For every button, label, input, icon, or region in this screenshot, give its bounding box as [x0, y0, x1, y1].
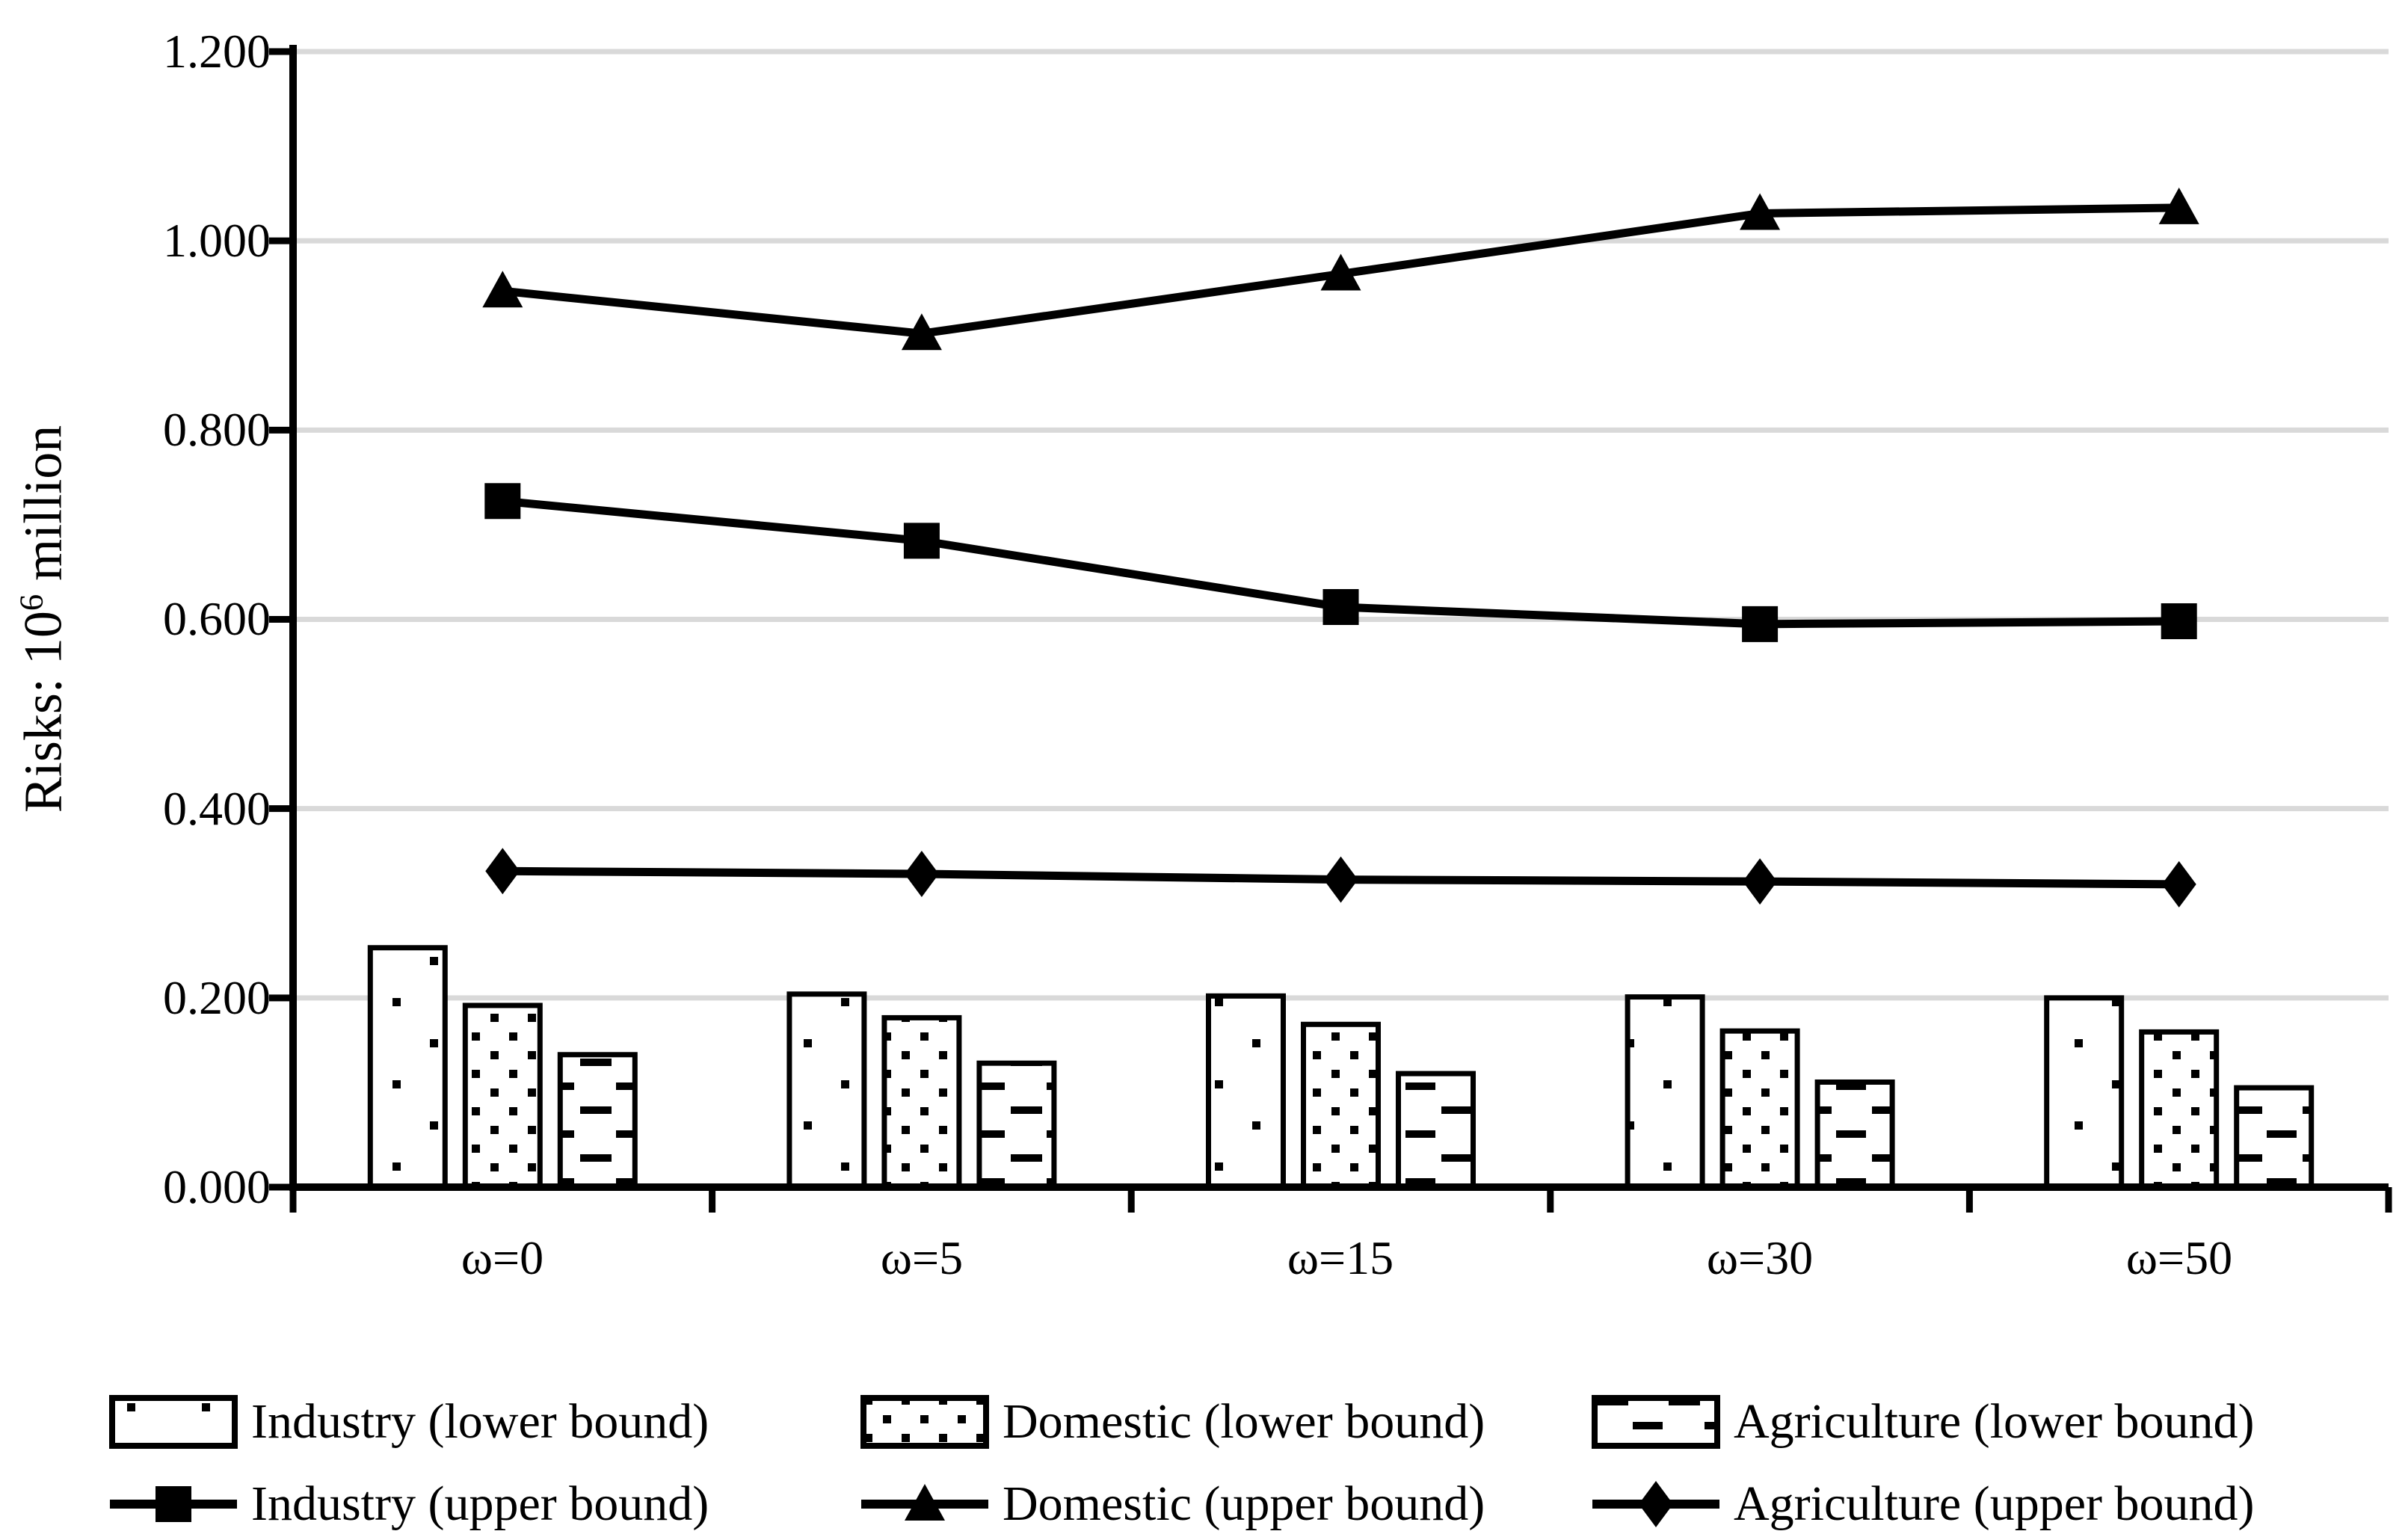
bar-Domestic (lower bound)	[1301, 1021, 1381, 1190]
diamond-marker-icon	[485, 848, 520, 895]
y-axis-title-text: Risks: 10	[13, 611, 73, 813]
legend-label: Agriculture (upper bound)	[1734, 1476, 2255, 1531]
y-tick-label: 1.200	[163, 25, 271, 78]
axes	[269, 45, 2392, 1213]
legend-label: Industry (upper bound)	[251, 1476, 709, 1531]
bar-Industry (lower bound)	[2044, 995, 2125, 1190]
triangle-marker-icon	[2158, 187, 2199, 224]
square-marker-icon	[1742, 606, 1779, 642]
y-tick-label: 0.600	[163, 592, 271, 645]
x-tick-label: ω=5	[880, 1231, 964, 1284]
y-tick-label: 0.000	[163, 1160, 271, 1213]
legend-item-domestic-lower: Domestic (lower bound)	[860, 1392, 1485, 1452]
bar-Domestic (lower bound)	[462, 1002, 543, 1190]
y-tick-label: 0.400	[163, 782, 271, 835]
legend-item-domestic-upper: Domestic (upper bound)	[860, 1474, 1485, 1534]
y-tick-label: 0.800	[163, 403, 271, 456]
legend-item-agriculture-upper: Agriculture (upper bound)	[1591, 1474, 2254, 1534]
bar-Agriculture (lower bound)	[1814, 1079, 1895, 1190]
y-tick-label: 0.200	[163, 971, 271, 1024]
bar-Agriculture (lower bound)	[1396, 1071, 1476, 1190]
bar-Industry (lower bound)	[1625, 994, 1705, 1190]
legend-label: Domestic (lower bound)	[1003, 1394, 1485, 1449]
triangle-marker-icon	[901, 313, 942, 351]
legend-item-industry-lower: Industry (lower bound)	[108, 1392, 709, 1452]
bar-Domestic (lower bound)	[1719, 1028, 1800, 1190]
y-axis-title-suffix: million	[13, 425, 73, 594]
diamond-marker-icon	[904, 851, 939, 898]
bar-Agriculture (lower bound)	[976, 1060, 1057, 1190]
bar-Domestic (lower bound)	[881, 1014, 962, 1190]
square-marker-icon	[903, 523, 940, 559]
y-axis-title-superscript: 6	[12, 594, 50, 612]
bar-Industry (lower bound)	[367, 945, 448, 1190]
square-marker-icon	[484, 483, 521, 520]
industry-upper-square-marker-icon	[110, 1486, 237, 1522]
diamond-marker-icon	[1743, 858, 1778, 905]
bar-Industry (lower bound)	[1206, 993, 1286, 1190]
x-tick-label: ω=50	[2125, 1231, 2233, 1284]
domestic-upper-triangle-marker-icon	[861, 1484, 988, 1521]
legend-label: Industry (lower bound)	[251, 1394, 709, 1449]
agriculture-lower-swatch	[1592, 1395, 1720, 1449]
triangle-marker-icon	[482, 271, 523, 308]
bar-Agriculture (lower bound)	[2234, 1085, 2315, 1190]
bar-series-group	[367, 945, 2315, 1190]
gridlines	[293, 49, 2389, 1001]
bar-Agriculture (lower bound)	[557, 1052, 638, 1190]
y-axis-title: Risks: 106 million	[13, 425, 75, 813]
diamond-marker-icon	[1323, 856, 1358, 903]
y-tick-label: 1.000	[163, 214, 271, 267]
line-series-group	[482, 187, 2199, 908]
x-tick-label: ω=0	[461, 1231, 544, 1284]
legend-label: Domestic (upper bound)	[1003, 1476, 1485, 1531]
diamond-marker-icon	[2161, 860, 2196, 908]
domestic-lower-swatch	[860, 1395, 989, 1449]
triangle-marker-icon	[1740, 193, 1781, 230]
x-tick-label: ω=15	[1287, 1231, 1394, 1284]
x-tick-label: ω=30	[1706, 1231, 1814, 1284]
bar-Domestic (lower bound)	[2139, 1029, 2220, 1190]
square-marker-icon	[2161, 603, 2197, 640]
triangle-marker-icon	[1320, 253, 1361, 291]
square-marker-icon	[1322, 589, 1359, 626]
legend-item-industry-upper: Industry (upper bound)	[108, 1474, 709, 1534]
agriculture-upper-diamond-marker-icon	[1592, 1481, 1719, 1527]
industry-lower-swatch	[109, 1395, 238, 1449]
legend-label: Agriculture (lower bound)	[1734, 1394, 2255, 1449]
bar-Industry (lower bound)	[786, 991, 867, 1190]
legend-item-agriculture-lower: Agriculture (lower bound)	[1591, 1392, 2254, 1452]
